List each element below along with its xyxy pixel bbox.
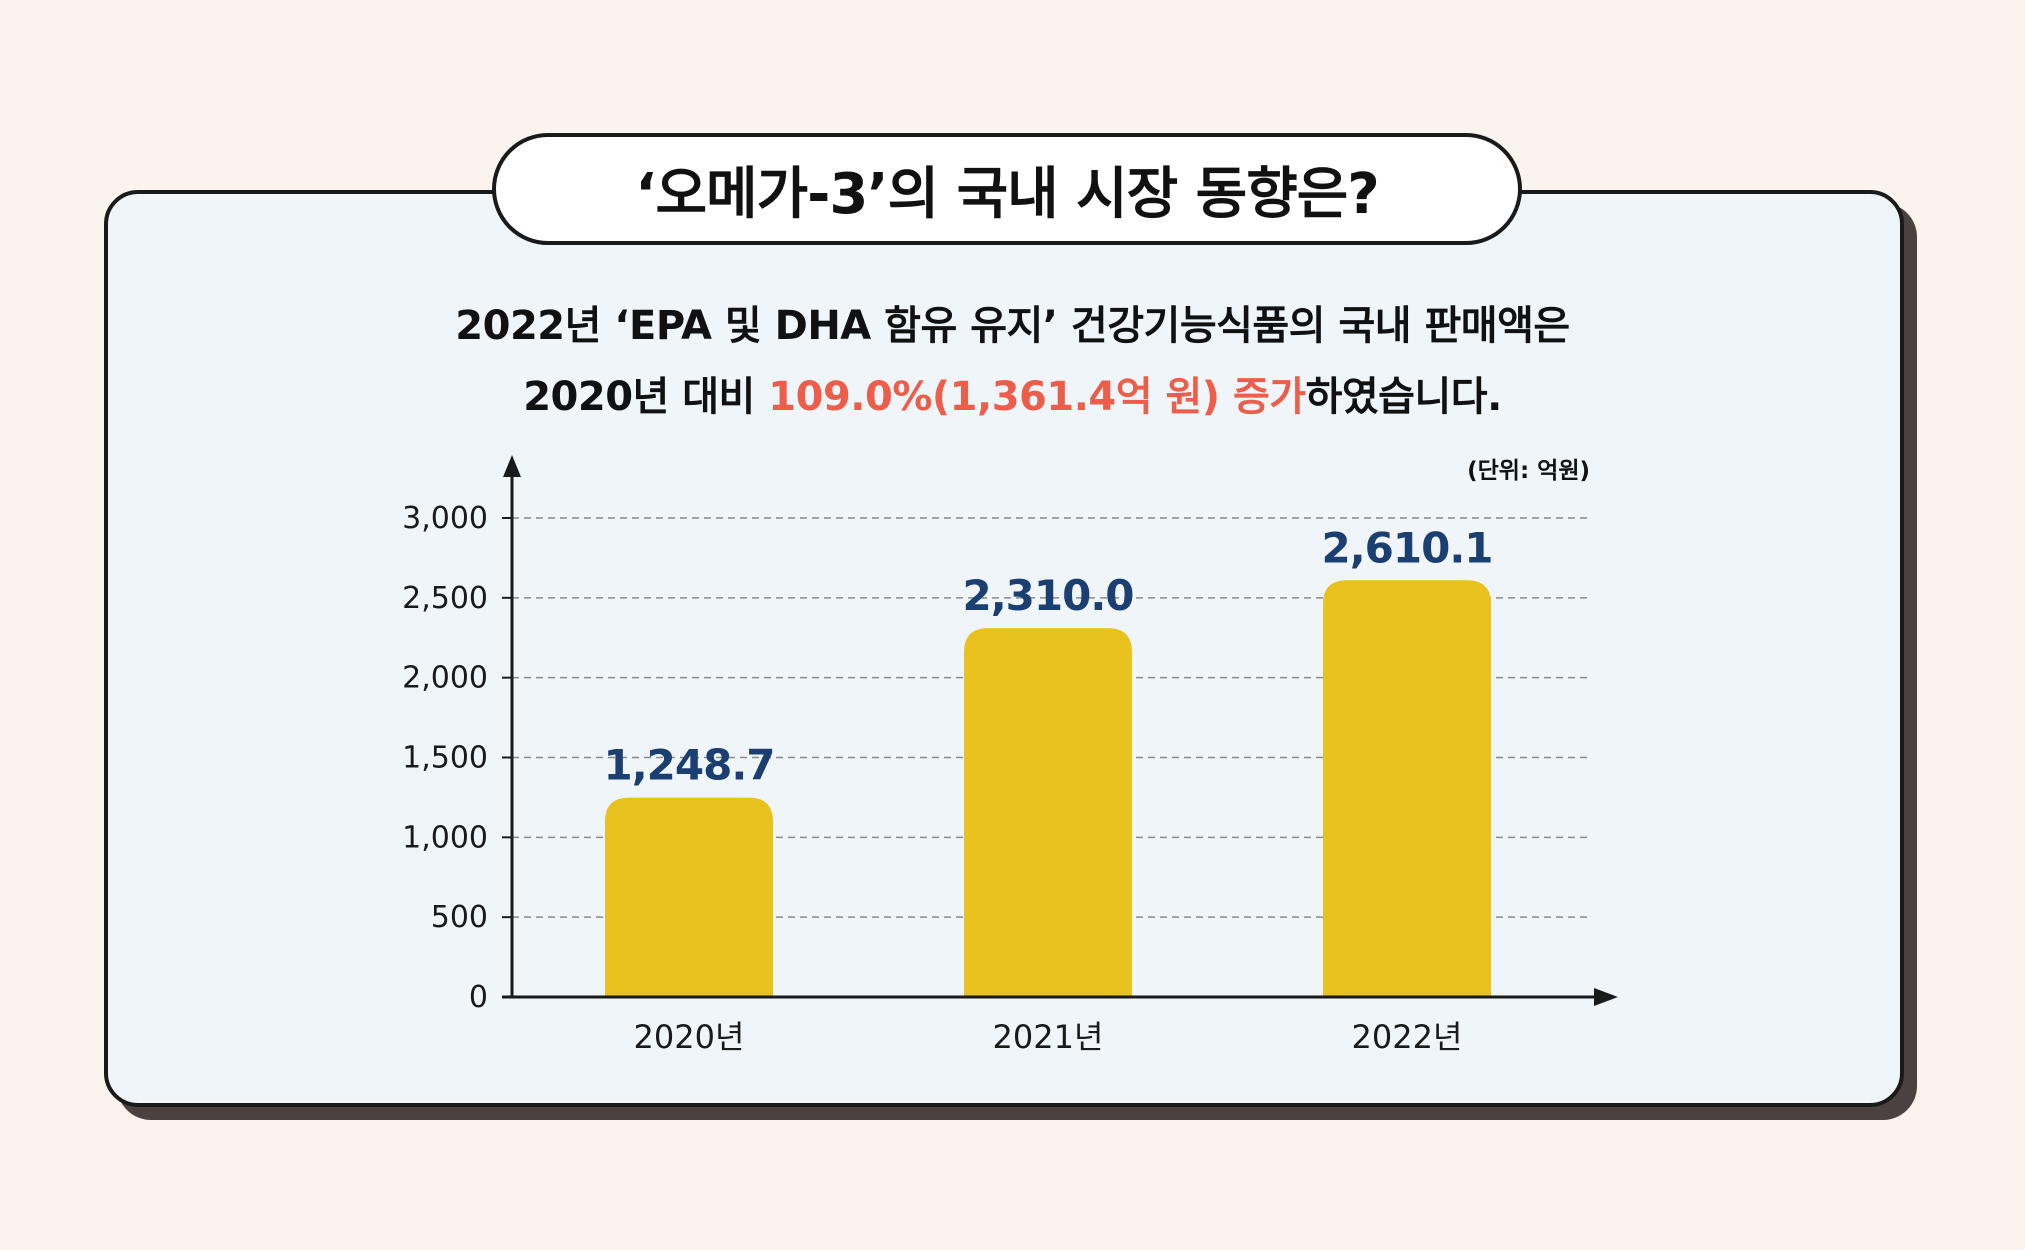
summary-line-2-post: 하였습니다. (1305, 374, 1503, 420)
x-axis-arrow-icon (1594, 988, 1618, 1006)
label-layer: 0 500 1,000 1,500 2,000 2,500 3,000 1,248.7 2020… (402, 501, 1493, 1056)
x-tick-label: 2022년 (1352, 1018, 1463, 1056)
axis-layer (502, 455, 1618, 1006)
page-title: ‘오메가-3’의 국내 시장 동향은? (635, 161, 1379, 227)
bar-value-label: 2,610.1 (1321, 523, 1492, 572)
y-tick-label: 3,000 (402, 501, 488, 536)
bar (1323, 580, 1491, 997)
y-tick-label: 2,500 (402, 581, 488, 616)
y-axis-arrow-icon (503, 455, 521, 477)
y-tick-label: 1,000 (402, 820, 488, 855)
summary-line-2-pre: 2020년 대비 (523, 374, 769, 420)
bar (605, 797, 773, 997)
x-tick-label: 2021년 (993, 1018, 1104, 1056)
y-tick-label: 500 (431, 900, 488, 935)
x-tick-label: 2020년 (634, 1018, 745, 1056)
summary-line-2: 2020년 대비 109.0%(1,361.4억 원) 증가하였습니다. (0, 364, 2025, 422)
summary-highlight: 109.0%(1,361.4억 원) 증가 (768, 374, 1306, 420)
bar-layer (605, 580, 1491, 997)
y-tick-label: 1,500 (402, 741, 488, 776)
bar (964, 628, 1132, 997)
y-tick-label: 2,000 (402, 661, 488, 696)
unit-label: (단위: 억원) (1467, 458, 1590, 484)
bar-value-label: 2,310.0 (962, 571, 1133, 620)
title-pill: ‘오메가-3’의 국내 시장 동향은? (492, 133, 1522, 245)
bar-value-label: 1,248.7 (603, 741, 774, 790)
y-tick-label: 0 (469, 980, 488, 1015)
summary-line-1: 2022년 ‘EPA 및 DHA 함유 유지’ 건강기능식품의 국내 판매액은 (455, 303, 1570, 349)
